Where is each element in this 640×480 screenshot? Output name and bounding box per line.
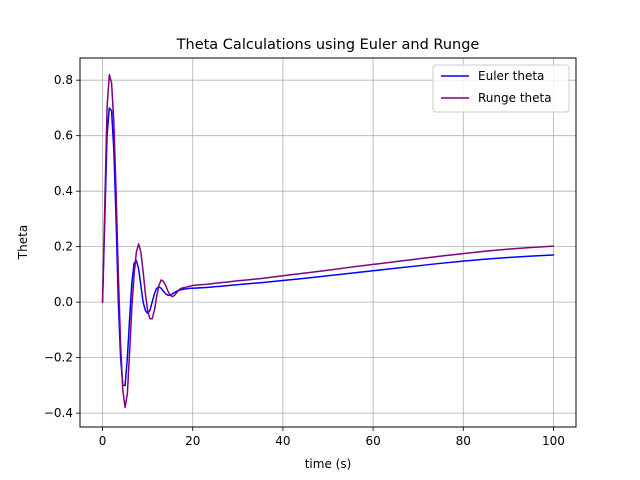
x-axis-ticks: 0 20 40 60 80 100 (99, 427, 565, 448)
y-axis-label: Theta (16, 225, 30, 260)
x-tick-label: 40 (275, 434, 290, 448)
y-tick-label: 0.0 (54, 295, 73, 309)
y-tick-label: 0.8 (54, 73, 73, 87)
y-tick-label: 0.6 (54, 129, 73, 143)
y-tick-label: 0.4 (54, 184, 73, 198)
x-tick-label: 80 (456, 434, 471, 448)
chart-title: Theta Calculations using Euler and Runge (176, 37, 480, 53)
y-axis-ticks: −0.4 −0.2 0.0 0.2 0.4 0.6 0.8 (44, 73, 80, 420)
y-tick-label: 0.2 (54, 240, 73, 254)
legend: Euler theta Runge theta (432, 64, 570, 113)
series-lines (101, 73, 555, 409)
series-line-runge (101, 73, 555, 409)
grid (80, 58, 576, 427)
axes-frame (79, 57, 577, 428)
x-tick-label: 20 (185, 434, 200, 448)
y-tick-label: −0.4 (44, 406, 73, 420)
x-tick-label: 100 (542, 434, 565, 448)
legend-label-euler: Euler theta (478, 69, 544, 83)
axes-background (80, 58, 576, 427)
legend-label-runge: Runge theta (478, 91, 552, 105)
plot-area: 0 20 40 60 80 100 −0.4 −0.2 0.0 0.2 0.4 0.6 0.8 (44, 57, 577, 448)
x-tick-label: 60 (365, 434, 380, 448)
series-line-euler (101, 107, 555, 387)
x-tick-label: 0 (99, 434, 107, 448)
y-tick-label: −0.2 (44, 351, 73, 365)
x-axis-label: time (s) (305, 457, 352, 471)
